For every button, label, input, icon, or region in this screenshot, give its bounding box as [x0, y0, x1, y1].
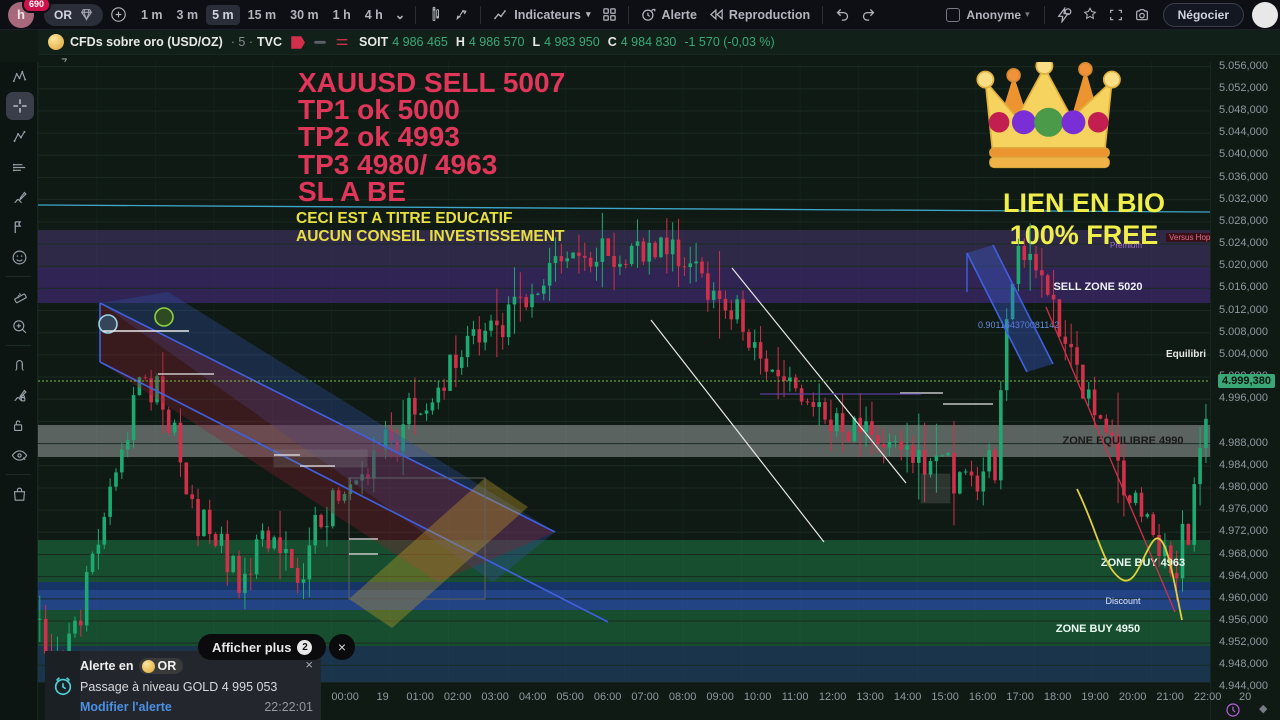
svg-text:SELL ZONE 5020: SELL ZONE 5020 — [1053, 281, 1142, 293]
svg-text:ZONE BUY 4950: ZONE BUY 4950 — [1056, 623, 1140, 635]
svg-text:Discount: Discount — [1105, 596, 1141, 606]
svg-text:ZONE EQUILIBRE 4990: ZONE EQUILIBRE 4990 — [1062, 435, 1183, 447]
